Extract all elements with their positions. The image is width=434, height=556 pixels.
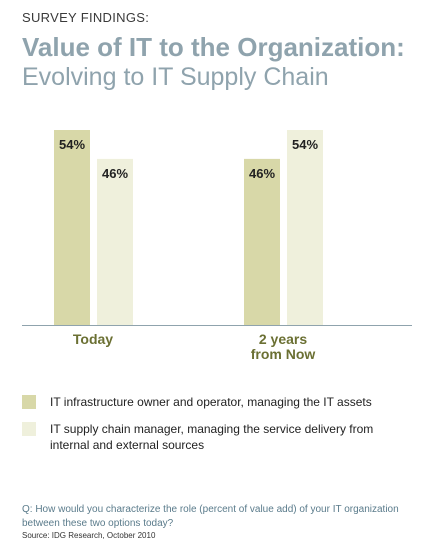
legend-label-supply-chain: IT supply chain manager, managing the se… xyxy=(50,422,374,452)
bar-today-series-1 xyxy=(54,130,90,325)
category-label-2-years-from-now-line-2: from Now xyxy=(251,346,316,362)
legend-swatch-owner xyxy=(22,395,36,409)
legend-item-supply-chain: IT supply chain manager, managing the se… xyxy=(22,421,390,453)
bar-2-years-from-now-series-1 xyxy=(244,158,280,325)
source-note: Source: IDG Research, October 2010 xyxy=(22,531,156,540)
legend-item-owner: IT infrastructure owner and operator, ma… xyxy=(22,394,390,410)
legend-label-owner: IT infrastructure owner and operator, ma… xyxy=(50,395,372,409)
category-label-2-years-from-now-line-1: 2 years xyxy=(259,331,307,347)
survey-question: Q: How would you characterize the role (… xyxy=(22,504,399,529)
bar-today-series-2 xyxy=(97,158,133,325)
bar-2-years-from-now-series-2 xyxy=(287,130,323,325)
data-label-today-series-2: 46% xyxy=(102,166,128,181)
chart-title: Value of IT to the Organization: xyxy=(22,32,405,62)
category-label-today-line-1: Today xyxy=(73,331,113,347)
kicker-label: SURVEY FINDINGS: xyxy=(22,10,150,25)
legend-swatch-supply-chain xyxy=(22,422,36,436)
data-label-today-series-1: 54% xyxy=(59,137,85,152)
data-label-2-years-from-now-series-1: 46% xyxy=(249,166,275,181)
chart-subtitle: Evolving to IT Supply Chain xyxy=(22,63,329,91)
data-label-2-years-from-now-series-2: 54% xyxy=(292,137,318,152)
